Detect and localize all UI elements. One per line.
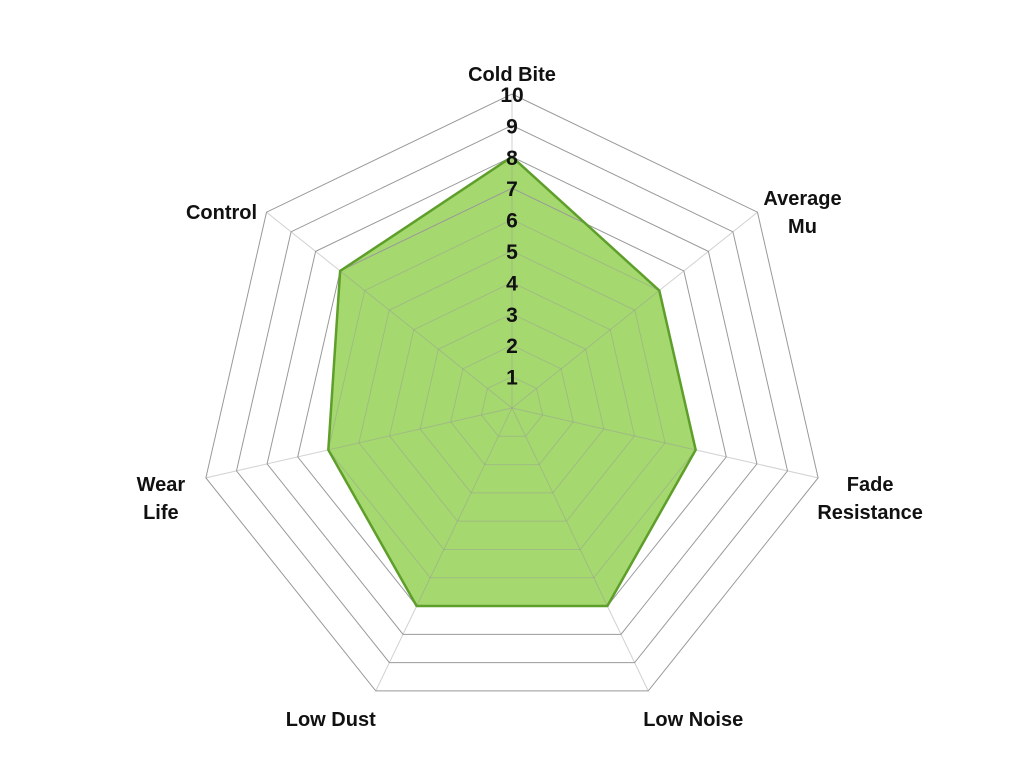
- data-area: [328, 156, 696, 607]
- tick-label: 4: [506, 272, 518, 295]
- grid-ring: [358, 250, 666, 550]
- tick-label: 2: [506, 335, 518, 358]
- tick-label: 10: [500, 84, 523, 107]
- tick-label: 3: [506, 304, 518, 327]
- grid-ring: [480, 376, 544, 437]
- axis-label: Wear Life: [137, 474, 186, 524]
- grid-spoke: [511, 211, 758, 409]
- data-line: [327, 155, 697, 608]
- grid-ring: [235, 124, 789, 664]
- grid-spoke: [375, 407, 513, 692]
- axis-label: Control: [186, 202, 257, 224]
- tick-label: 1: [506, 367, 518, 390]
- grid-ring: [205, 93, 819, 692]
- tick-label: 6: [506, 210, 518, 233]
- grid-ring: [450, 344, 574, 466]
- grid-spoke: [511, 407, 649, 692]
- axis-label: Low Noise: [643, 709, 743, 731]
- axis-label: Cold Bite: [468, 64, 556, 86]
- grid-ring: [419, 313, 605, 494]
- axis-label: Fade Resistance: [817, 474, 923, 524]
- grid-ring: [389, 281, 635, 522]
- grid-spoke: [511, 407, 819, 479]
- grid-ring: [266, 156, 758, 635]
- grid-spoke: [205, 407, 513, 479]
- grid-spoke: [266, 211, 513, 409]
- tick-label: 9: [506, 115, 518, 138]
- axis-label: Average Mu: [763, 188, 841, 238]
- tick-label: 8: [506, 147, 518, 170]
- tick-label: 5: [506, 241, 518, 264]
- axis-label: Low Dust: [286, 709, 376, 731]
- tick-label: 7: [506, 178, 518, 201]
